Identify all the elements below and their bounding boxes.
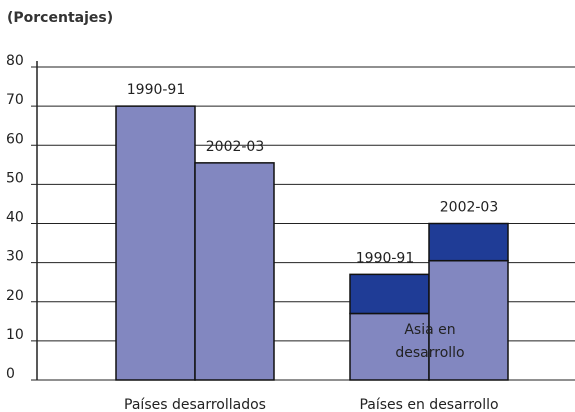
y-tick-label: 80 <box>6 53 24 69</box>
y-tick-label: 0 <box>6 366 15 382</box>
y-tick-label: 50 <box>6 170 24 186</box>
x-tick-label: Países desarrollados <box>124 397 266 412</box>
x-tick-label: Países en desarrollo <box>359 397 498 412</box>
y-tick-label: 20 <box>6 288 24 304</box>
y-tick-label: 30 <box>6 249 24 265</box>
bar-label: 1990-91 <box>356 250 415 266</box>
chart-subtitle: (Porcentajes) <box>7 10 113 26</box>
y-tick-label: 60 <box>6 131 24 147</box>
bar-label: 2002-03 <box>440 200 499 216</box>
bar <box>428 259 509 381</box>
bar-segment <box>428 222 509 262</box>
annotation: desarrollo <box>395 345 464 361</box>
bar-segment <box>349 273 430 315</box>
bar-label: 2002-03 <box>206 139 265 155</box>
annotation: Asia en <box>404 322 455 338</box>
bar-label: 1990-91 <box>127 82 186 98</box>
y-tick-label: 70 <box>6 92 24 108</box>
y-tick-label: 10 <box>6 327 24 343</box>
y-tick-label: 40 <box>6 210 24 226</box>
bar <box>194 162 275 381</box>
bar <box>115 105 196 381</box>
